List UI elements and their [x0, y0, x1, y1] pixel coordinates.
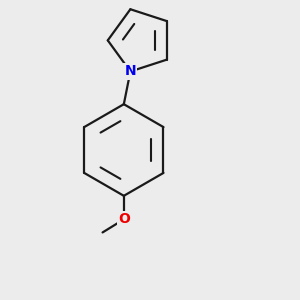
- Text: O: O: [118, 212, 130, 226]
- Text: N: N: [124, 64, 136, 79]
